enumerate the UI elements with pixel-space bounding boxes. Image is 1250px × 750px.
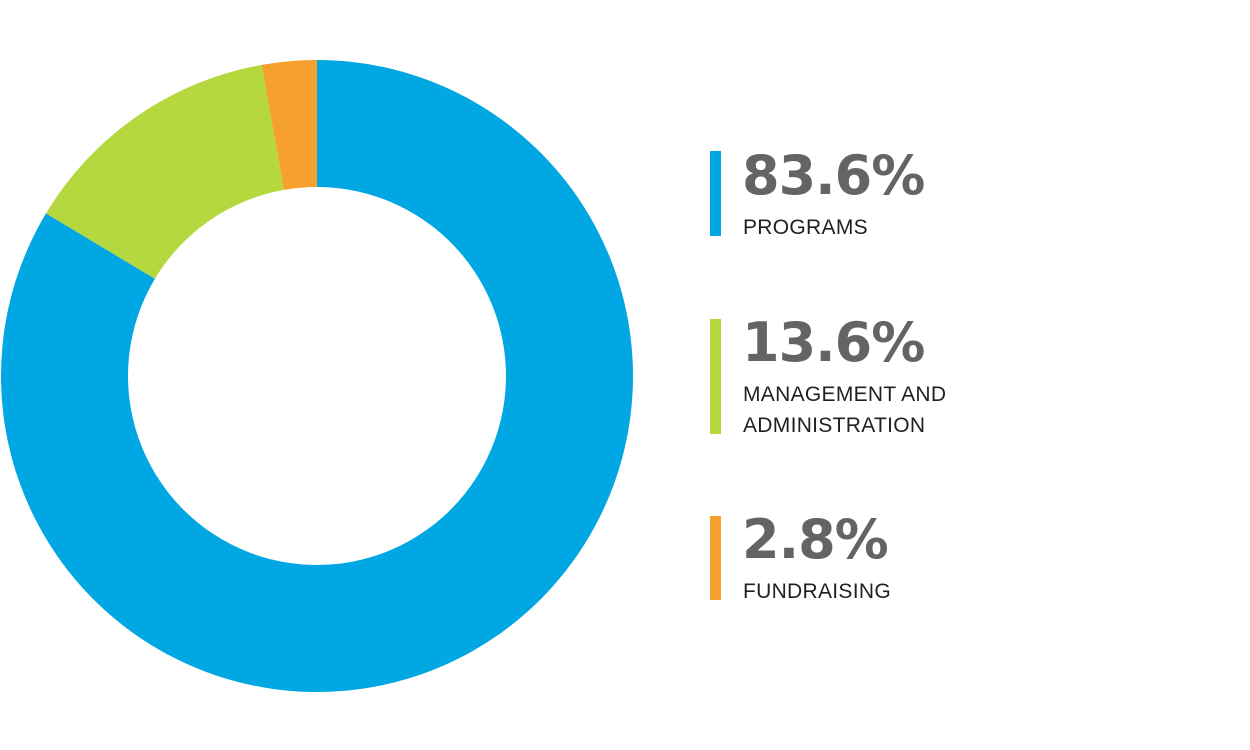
legend-color-bar-management <box>710 319 721 434</box>
donut-slice-programs <box>0 60 634 692</box>
donut-chart <box>0 60 634 692</box>
legend-value-fundraising: 2.8% <box>742 508 889 571</box>
legend-value-management: 13.6% <box>742 311 925 374</box>
legend-label-management-line2: ADMINISTRATION <box>743 414 926 437</box>
legend-label-management-line1: MANAGEMENT AND <box>743 383 947 406</box>
legend-label-fundraising: FUNDRAISING <box>743 580 891 603</box>
donut-slice-fundraising <box>261 60 317 190</box>
legend-label-programs: PROGRAMS <box>743 216 868 239</box>
legend-value-programs: 83.6% <box>742 144 925 207</box>
donut-slice-management <box>46 64 284 279</box>
legend-color-bar-fundraising <box>710 516 721 600</box>
legend-color-bar-programs <box>710 151 721 236</box>
legend: 83.6% PROGRAMS 13.6% MANAGEMENT AND ADMI… <box>710 0 1230 750</box>
